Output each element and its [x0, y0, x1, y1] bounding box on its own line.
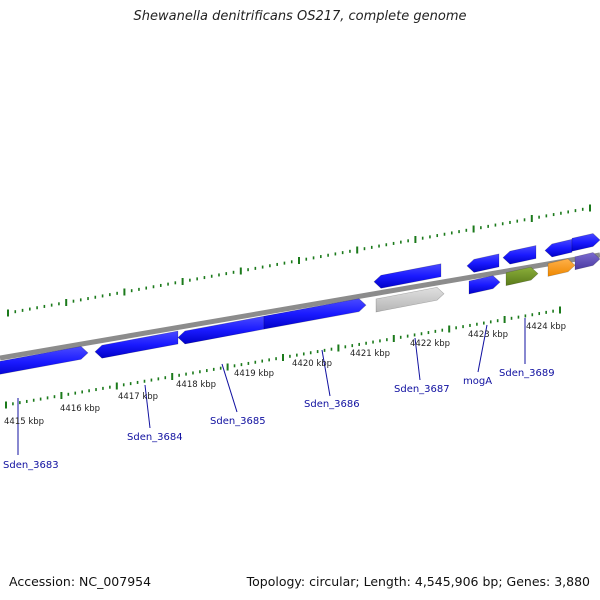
gene-label[interactable]: Sden_3685: [210, 416, 266, 427]
gene-label-layer: Sden_3683 Sden_3684 Sden_3685 Sden_3686 Sden…: [3, 318, 555, 471]
gene-sden-3686[interactable]: [263, 298, 367, 330]
forward-strand-genes: [0, 233, 600, 378]
scale-tick-label: 4419 kbp: [234, 369, 274, 379]
gene-purple[interactable]: [574, 252, 600, 271]
gene-label[interactable]: Sden_3684: [127, 432, 183, 443]
gene-moga[interactable]: [466, 253, 500, 273]
scale-tick-label: 4421 kbp: [350, 349, 390, 359]
gene-gray-3687b[interactable]: [375, 286, 445, 313]
gene-label[interactable]: Sden_3689: [499, 368, 555, 379]
scale-tick-label: 4423 kbp: [468, 330, 508, 340]
accession-text: Accession: NC_007954: [9, 574, 152, 589]
label-leader-line: [477, 324, 488, 373]
genome-backbone: [0, 252, 600, 361]
gene-upper-next[interactable]: [544, 238, 573, 258]
label-leader-line: [414, 337, 421, 381]
label-leader-line: [221, 363, 238, 413]
gene-label[interactable]: Sden_3683: [3, 460, 59, 471]
upper-tick-track: [7, 204, 591, 317]
gene-label[interactable]: mogA: [463, 376, 492, 387]
lower-tick-track: [5, 306, 561, 409]
map-title: Shewanella denitrificans OS217, complete…: [133, 9, 467, 24]
gene-sden-3683[interactable]: [0, 346, 89, 378]
genome-stats-text: Topology: circular; Length: 4,545,906 bp…: [246, 574, 590, 589]
gene-sden-3689[interactable]: [505, 266, 539, 287]
label-leader-line: [321, 349, 331, 397]
gene-sden-3689-upper[interactable]: [502, 245, 537, 265]
label-leader-line: [144, 384, 151, 429]
scale-tick-label: 4420 kbp: [292, 359, 332, 369]
gene-label[interactable]: Sden_3686: [304, 399, 360, 410]
scale-tick-label: 4424 kbp: [526, 322, 566, 332]
gene-sden-3684[interactable]: [94, 330, 179, 359]
scale-tick-label: 4416 kbp: [60, 404, 100, 414]
gene-moga-b[interactable]: [468, 275, 501, 295]
gene-orange[interactable]: [547, 258, 576, 277]
scale-tick-label: 4415 kbp: [4, 417, 44, 427]
scale-tick-label: 4418 kbp: [176, 380, 216, 390]
scale-tick-label: 4422 kbp: [410, 339, 450, 349]
gene-upper-last[interactable]: [571, 233, 600, 252]
gene-sden-3687[interactable]: [373, 263, 442, 289]
gene-label[interactable]: Sden_3687: [394, 384, 450, 395]
scale-tick-label: 4417 kbp: [118, 392, 158, 402]
gene-sden-3685[interactable]: [177, 315, 265, 345]
